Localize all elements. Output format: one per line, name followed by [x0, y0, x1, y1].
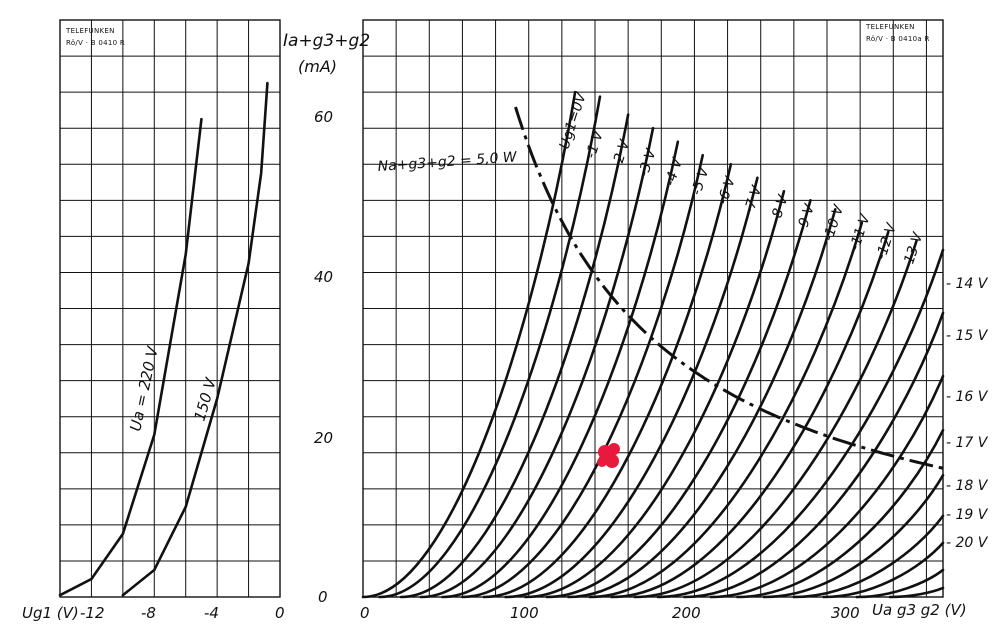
anode-curve-ug1-1v	[378, 95, 602, 599]
anode-curve-ug1-3v	[419, 126, 655, 599]
grid-voltage-label-9: -9 V	[794, 201, 818, 234]
side-voltage-label-0: - 14 V	[946, 276, 989, 292]
left-x-tick-minus-8: -8	[141, 604, 156, 622]
anode-curve-ug1-20v	[822, 541, 945, 599]
y-tick-60: 60	[314, 108, 333, 126]
grid-voltage-label-12: -12 V	[873, 220, 900, 261]
anode-curve-ug1-8v	[524, 189, 786, 599]
left-x-tick-minus-12: -12	[80, 604, 105, 622]
right-x-tick-0: 0	[360, 604, 370, 622]
anode-curve-ug1-6v	[482, 162, 733, 599]
transfer-characteristic-panel: TELEFUNKEN Rö/V · B 0410 R Ua = 220 V 15…	[22, 19, 285, 622]
grid-voltage-label-6: -6 V	[715, 174, 739, 207]
grid-voltage-label-8: -8 V	[768, 192, 792, 225]
right-x-axis-label: Ua g3 g2 (V)	[872, 601, 967, 619]
grid-voltage-label-11: -11 V	[847, 211, 874, 252]
red-scribble-dot	[608, 443, 620, 455]
anode-curve-ug1-14v	[656, 248, 945, 599]
side-voltage-label-6: - 20 V	[946, 535, 989, 551]
anode-curve-ug1-10v	[567, 208, 837, 599]
red-scribble-mark	[597, 443, 620, 468]
red-scribble-dot	[605, 454, 619, 468]
side-voltage-label-5: - 19 V	[946, 507, 989, 523]
right-curves	[361, 90, 945, 599]
side-voltage-label-4: - 18 V	[946, 478, 989, 494]
left-header-line-1: TELEFUNKEN	[65, 27, 115, 35]
grid-voltage-label-7: -7 V	[741, 183, 765, 216]
left-x-tick-0: 0	[275, 604, 285, 622]
left-grid	[60, 20, 280, 597]
left-x-axis-label: Ug1 (V)	[22, 604, 79, 622]
anode-curve-ug1-15v	[683, 311, 945, 599]
right-x-tick-200: 200	[672, 604, 701, 622]
right-header-line-1: TELEFUNKEN	[865, 23, 915, 31]
grid-voltage-labels-side: - 14 V - 15 V - 16 V - 17 V - 18 V - 19 V - 20…	[946, 276, 989, 551]
y-tick-20: 20	[314, 429, 333, 447]
left-header-line-2: Rö/V · B 0410 R	[66, 39, 125, 47]
anode-curve-ug1-19v	[792, 514, 945, 599]
anode-curve-ug1-7v	[504, 176, 759, 599]
anode-curve-ug1-4v	[441, 140, 680, 599]
right-plot-frame	[362, 19, 944, 598]
right-x-tick-100: 100	[510, 604, 539, 622]
grid-voltage-label-10: -10 V	[821, 202, 848, 243]
side-voltage-label-1: - 15 V	[946, 328, 989, 344]
grid-voltage-label-1: -1 V	[583, 128, 607, 161]
grid-voltage-label-13: -13 V	[900, 229, 927, 270]
grid-voltage-labels-top: Ug1=0V-1 V -2 V -3 V -4 V -5 V -6 V -7 V -8 V -9…	[557, 90, 927, 271]
left-x-tick-minus-4: -4	[204, 604, 219, 622]
anode-curve-ug1-13v	[633, 239, 918, 599]
y-tick-40: 40	[314, 268, 333, 286]
y-axis-label-unit: (mA)	[298, 57, 337, 76]
anode-curve-ug1-9v	[545, 199, 812, 599]
anode-curve-ug1-17v	[736, 428, 945, 599]
side-voltage-label-2: - 16 V	[946, 389, 989, 405]
right-x-tick-300: 300	[831, 604, 860, 622]
output-characteristic-panel: Ug1=0V-1 V -2 V -3 V -4 V -5 V -6 V -7 V -8 V -9…	[283, 19, 989, 622]
y-tick-0: 0	[318, 588, 328, 606]
left-curves	[58, 81, 269, 597]
transfer-curve-150v	[121, 81, 269, 597]
anode-curve-ug1-0v	[361, 90, 577, 599]
side-voltage-label-3: - 17 V	[946, 435, 989, 451]
right-grid	[363, 20, 943, 597]
anode-curve-ug1-18v	[762, 473, 945, 599]
anode-curve-ug1-2v	[399, 113, 630, 599]
right-header-line-2: Rö/V · B 0410a R	[866, 35, 930, 43]
anode-curve-ug1-21v	[855, 568, 945, 599]
anode-curve-ug1-22v	[888, 586, 945, 599]
grid-voltage-label-5: -5 V	[689, 164, 713, 197]
power-hyperbola-label: Na+g3+g2 = 5,0 W	[377, 149, 518, 175]
power-dissipation-hyperbola	[514, 106, 944, 470]
anode-curve-ug1-16v	[709, 374, 945, 599]
red-scribble-dot	[597, 457, 607, 467]
anode-curve-ug1-11v	[588, 221, 864, 599]
y-axis-label-current: Ia+g3+g2	[283, 31, 370, 51]
grid-voltage-label-3: -3 V	[636, 146, 660, 179]
anode-curve-ug1-12v	[610, 230, 890, 599]
transfer-curve-ua-220v	[58, 117, 203, 597]
grid-voltage-label-4: -4 V	[662, 155, 686, 188]
left-plot-frame	[59, 19, 281, 598]
